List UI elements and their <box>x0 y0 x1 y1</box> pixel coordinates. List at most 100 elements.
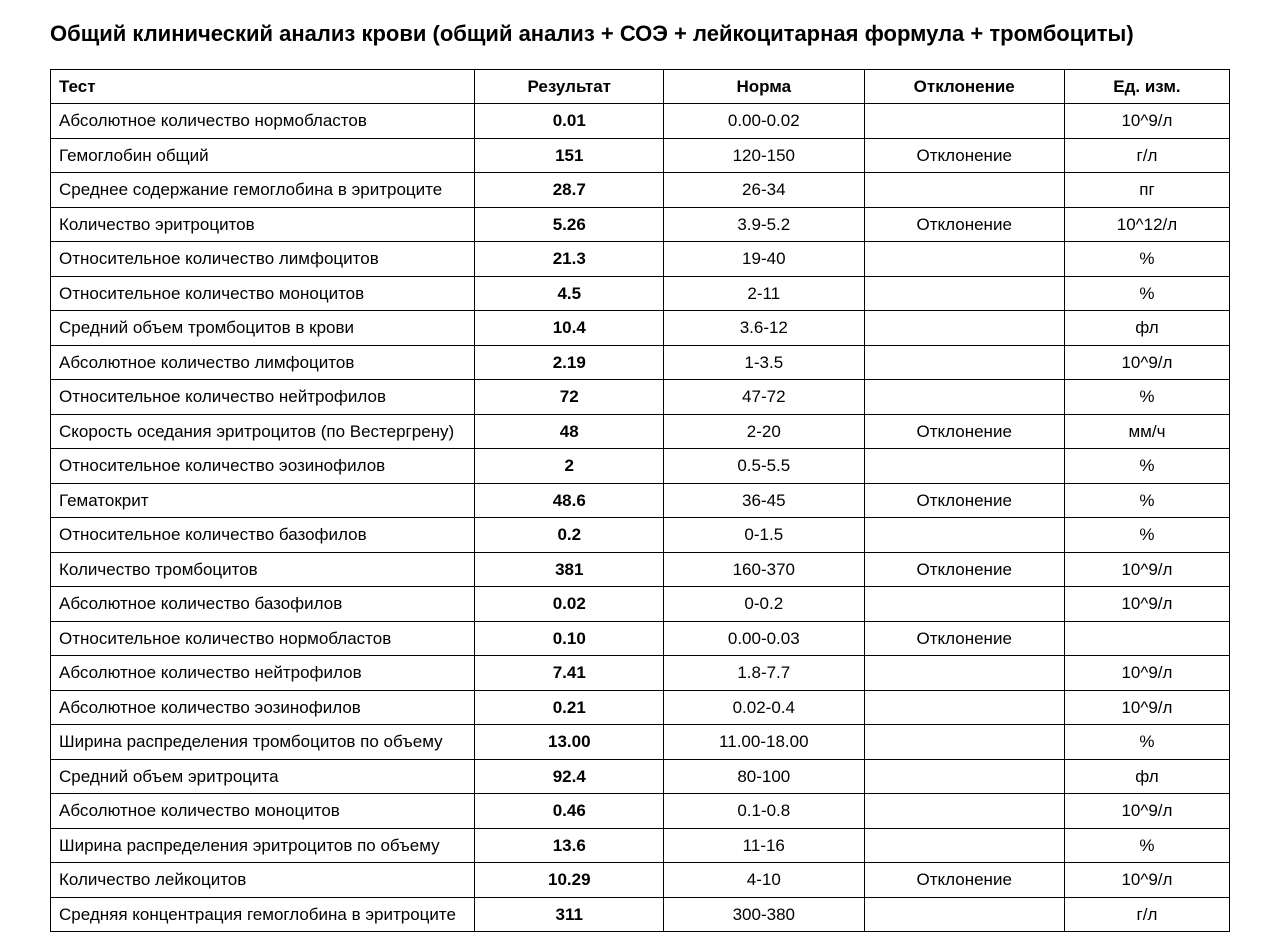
table-row: Относительное количество лимфоцитов21.31… <box>51 242 1230 277</box>
cell-norm: 19-40 <box>664 242 864 277</box>
cell-result: 0.46 <box>475 794 664 829</box>
cell-unit: % <box>1064 725 1229 760</box>
cell-unit: 10^9/л <box>1064 587 1229 622</box>
cell-test: Относительное количество базофилов <box>51 518 475 553</box>
cell-deviation <box>864 104 1064 139</box>
cell-unit: % <box>1064 380 1229 415</box>
cell-deviation: Отклонение <box>864 621 1064 656</box>
cell-deviation: Отклонение <box>864 207 1064 242</box>
cell-unit: 10^9/л <box>1064 552 1229 587</box>
cell-result: 10.4 <box>475 311 664 346</box>
cell-unit: % <box>1064 828 1229 863</box>
cell-deviation <box>864 449 1064 484</box>
cell-result: 151 <box>475 138 664 173</box>
table-row: Количество тромбоцитов381160-370Отклонен… <box>51 552 1230 587</box>
cell-test: Ширина распределения эритроцитов по объе… <box>51 828 475 863</box>
cell-norm: 36-45 <box>664 483 864 518</box>
cell-result: 7.41 <box>475 656 664 691</box>
cell-test: Количество эритроцитов <box>51 207 475 242</box>
table-row: Среднее содержание гемоглобина в эритроц… <box>51 173 1230 208</box>
cell-unit: 10^9/л <box>1064 656 1229 691</box>
cell-norm: 160-370 <box>664 552 864 587</box>
table-row: Скорость оседания эритроцитов (по Вестер… <box>51 414 1230 449</box>
cell-test: Средний объем эритроцита <box>51 759 475 794</box>
table-row: Относительное количество эозинофилов20.5… <box>51 449 1230 484</box>
cell-norm: 0-0.2 <box>664 587 864 622</box>
cell-result: 10.29 <box>475 863 664 898</box>
cell-test: Количество лейкоцитов <box>51 863 475 898</box>
cell-norm: 0.1-0.8 <box>664 794 864 829</box>
cell-unit: мм/ч <box>1064 414 1229 449</box>
cell-norm: 47-72 <box>664 380 864 415</box>
cell-test: Гемоглобин общий <box>51 138 475 173</box>
col-header-unit: Ед. изм. <box>1064 69 1229 104</box>
col-header-test: Тест <box>51 69 475 104</box>
cell-test: Абсолютное количество моноцитов <box>51 794 475 829</box>
cell-unit: 10^12/л <box>1064 207 1229 242</box>
cell-test: Скорость оседания эритроцитов (по Вестер… <box>51 414 475 449</box>
table-body: Абсолютное количество нормобластов0.010.… <box>51 104 1230 932</box>
cell-deviation <box>864 897 1064 932</box>
cell-unit: % <box>1064 276 1229 311</box>
table-row: Относительное количество нейтрофилов7247… <box>51 380 1230 415</box>
cell-unit: 10^9/л <box>1064 690 1229 725</box>
cell-unit: % <box>1064 518 1229 553</box>
cell-result: 0.21 <box>475 690 664 725</box>
cell-result: 48 <box>475 414 664 449</box>
cell-unit: % <box>1064 483 1229 518</box>
cell-result: 72 <box>475 380 664 415</box>
cell-deviation <box>864 794 1064 829</box>
cell-deviation: Отклонение <box>864 552 1064 587</box>
table-row: Количество эритроцитов5.263.9-5.2Отклоне… <box>51 207 1230 242</box>
cell-norm: 26-34 <box>664 173 864 208</box>
table-row: Относительное количество моноцитов4.52-1… <box>51 276 1230 311</box>
cell-result: 48.6 <box>475 483 664 518</box>
cell-unit: г/л <box>1064 138 1229 173</box>
cell-test: Абсолютное количество нейтрофилов <box>51 656 475 691</box>
cell-test: Среднее содержание гемоглобина в эритроц… <box>51 173 475 208</box>
cell-test: Средняя концентрация гемоглобина в эритр… <box>51 897 475 932</box>
cell-norm: 300-380 <box>664 897 864 932</box>
cell-result: 381 <box>475 552 664 587</box>
cell-deviation <box>864 173 1064 208</box>
table-row: Гемоглобин общий151120-150Отклонениег/л <box>51 138 1230 173</box>
cell-norm: 2-20 <box>664 414 864 449</box>
table-row: Абсолютное количество моноцитов0.460.1-0… <box>51 794 1230 829</box>
cell-deviation: Отклонение <box>864 863 1064 898</box>
table-row: Относительное количество нормобластов0.1… <box>51 621 1230 656</box>
table-row: Средний объем эритроцита92.480-100фл <box>51 759 1230 794</box>
cell-result: 28.7 <box>475 173 664 208</box>
cell-result: 13.6 <box>475 828 664 863</box>
cell-test: Относительное количество нейтрофилов <box>51 380 475 415</box>
table-row: Количество лейкоцитов10.294-10Отклонение… <box>51 863 1230 898</box>
cell-result: 0.10 <box>475 621 664 656</box>
cell-result: 0.2 <box>475 518 664 553</box>
cell-norm: 0.00-0.02 <box>664 104 864 139</box>
cell-deviation: Отклонение <box>864 138 1064 173</box>
cell-norm: 3.6-12 <box>664 311 864 346</box>
cell-deviation <box>864 759 1064 794</box>
cell-unit: 10^9/л <box>1064 794 1229 829</box>
cell-unit: пг <box>1064 173 1229 208</box>
cell-unit: 10^9/л <box>1064 104 1229 139</box>
cell-deviation: Отклонение <box>864 483 1064 518</box>
table-header-row: Тест Результат Норма Отклонение Ед. изм. <box>51 69 1230 104</box>
cell-deviation <box>864 345 1064 380</box>
cell-test: Гематокрит <box>51 483 475 518</box>
cell-deviation <box>864 690 1064 725</box>
table-row: Абсолютное количество базофилов0.020-0.2… <box>51 587 1230 622</box>
cell-norm: 0.00-0.03 <box>664 621 864 656</box>
cell-test: Абсолютное количество эозинофилов <box>51 690 475 725</box>
cell-test: Абсолютное количество лимфоцитов <box>51 345 475 380</box>
blood-test-table: Тест Результат Норма Отклонение Ед. изм.… <box>50 69 1230 933</box>
cell-unit <box>1064 621 1229 656</box>
cell-result: 13.00 <box>475 725 664 760</box>
cell-deviation <box>864 242 1064 277</box>
cell-unit: г/л <box>1064 897 1229 932</box>
cell-test: Абсолютное количество нормобластов <box>51 104 475 139</box>
cell-norm: 0.02-0.4 <box>664 690 864 725</box>
cell-test: Относительное количество лимфоцитов <box>51 242 475 277</box>
cell-result: 92.4 <box>475 759 664 794</box>
page-title: Общий клинический анализ крови (общий ан… <box>50 20 1230 49</box>
table-row: Средний объем тромбоцитов в крови10.43.6… <box>51 311 1230 346</box>
